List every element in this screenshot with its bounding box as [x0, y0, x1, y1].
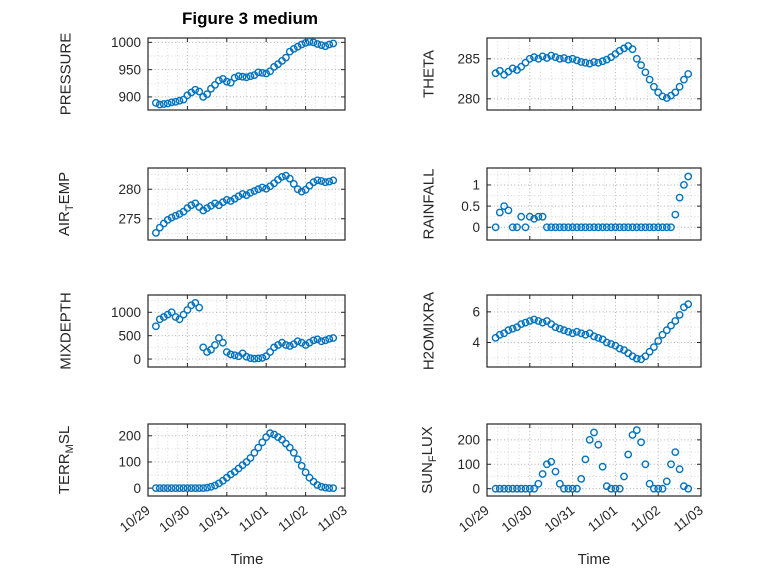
x-tick-label: 10/31 [542, 503, 578, 536]
x-tick-label: 11/01 [236, 503, 271, 535]
x-tick-label: 11/02 [275, 503, 310, 535]
major-grid [148, 168, 345, 240]
y-tick-label: 0.5 [461, 199, 480, 214]
y-tick-label: 500 [118, 328, 141, 343]
y-tick-label: 0 [133, 481, 141, 496]
major-grid [148, 295, 345, 367]
x-tick-label: 11/02 [628, 503, 663, 535]
plot-border [486, 167, 702, 241]
plot-border [486, 294, 702, 368]
data-markers [491, 300, 693, 364]
y-tick-label: 200 [118, 429, 141, 444]
plot-border [486, 37, 702, 111]
major-grid [148, 424, 345, 496]
terr-msl-plot-canvas: 0 100 200 10/29 10/30 10/31 11/01 11/02 11/03 [117, 423, 350, 536]
x-tick-label: 10/30 [499, 503, 535, 536]
data-markers [152, 429, 338, 493]
plot-border [147, 167, 346, 241]
minor-grid [148, 168, 345, 240]
plot-border [147, 294, 346, 368]
data-markers [152, 37, 338, 109]
y-tick-label: 1000 [111, 35, 141, 50]
y-tick-label: 280 [118, 182, 141, 197]
plot-border [486, 423, 702, 497]
y-tick-labels: 0 500 1000 [111, 305, 141, 367]
subplot-sun-flux: SUNFLUX 0 100 200 10/29 10/30 10/31 11/01 11/02… [387, 416, 707, 558]
y-tick-label: 4 [472, 335, 480, 350]
x-tick-label: 11/03 [671, 503, 706, 535]
subplot-air-temp: AIRTEMP 275 280 [48, 160, 351, 248]
y-tick-label: 100 [118, 455, 141, 470]
subplot-rainfall: RAINFALL 0 0.5 1 [387, 160, 707, 248]
figure-title: Figure 3 medium [181, 9, 319, 28]
y-tick-label: 0 [472, 481, 480, 496]
y-tick-labels: 275 280 [118, 182, 141, 227]
h2omixra-plot-canvas: 46 [472, 294, 702, 368]
minor-grid [487, 38, 701, 110]
subplot-theta: THETA 280 285 [387, 30, 707, 118]
minor-grid [487, 424, 701, 496]
subplot-terr-msl: TERRMSL 0 100 200 10/29 10/30 10/31 11/01 11/02… [48, 416, 351, 558]
x-tick-labels: 10/29 10/30 10/31 11/01 11/02 11/03 [456, 503, 706, 536]
y-tick-labels: 0 100 200 [118, 429, 141, 496]
x-tick-label: 11/03 [315, 503, 350, 535]
y-tick-labels: 0 100 200 [457, 433, 480, 497]
data-markers [491, 42, 693, 102]
plot-border [147, 37, 346, 111]
y-tick-label: 280 [457, 92, 480, 107]
minor-grid [487, 295, 701, 367]
data-markers [152, 298, 338, 363]
rainfall-plot-canvas: 00.51 [461, 167, 702, 241]
air-temp-plot-canvas: 275 280 [118, 167, 346, 241]
y-tick-label: 200 [457, 433, 480, 448]
theta-plot-canvas: 280 285 [457, 37, 702, 111]
x-tick-label: 10/29 [117, 503, 153, 536]
sun-flux-plot-canvas: 0 100 200 10/29 10/30 10/31 11/01 11/02 11/03 [456, 423, 706, 536]
y-tick-labels: 280 285 [457, 52, 480, 107]
x-tick-labels: 10/29 10/30 10/31 11/01 11/02 11/03 [117, 503, 350, 536]
subplot-pressure: PRESSURE 900 950 1000 [48, 30, 351, 118]
data-markers [152, 171, 338, 237]
data-markers [491, 426, 693, 493]
x-tick-label: 11/01 [585, 503, 620, 535]
minor-grid [148, 295, 345, 367]
subplot-mixdepth: MIXDEPTH 0 500 1000 [48, 287, 351, 375]
y-tick-label: 1000 [111, 305, 141, 320]
x-tick-label: 10/30 [156, 503, 192, 536]
y-tick-label: 100 [457, 457, 480, 472]
x-tick-label: 10/31 [196, 503, 232, 536]
pressure-plot-canvas: 900 950 1000 [111, 35, 346, 111]
y-tick-label: 6 [472, 305, 480, 320]
plot-border [147, 423, 346, 497]
y-tick-label: 900 [118, 90, 141, 105]
y-tick-label: 0 [133, 352, 141, 367]
y-tick-label: 275 [118, 211, 141, 226]
y-tick-label: 1 [472, 178, 480, 193]
mixdepth-plot-canvas: 0 500 1000 [111, 294, 346, 368]
y-tick-labels: 900 950 1000 [111, 35, 141, 105]
x-axis-label-left: Time [230, 551, 264, 568]
x-axis-label-right: Time [577, 551, 611, 568]
y-tick-label: 285 [457, 52, 480, 67]
y-tick-label: 0 [472, 220, 480, 235]
y-tick-label: 950 [118, 62, 141, 77]
minor-grid [148, 38, 345, 110]
x-tick-label: 10/29 [456, 503, 492, 536]
data-markers [491, 172, 693, 232]
y-tick-labels: 46 [472, 305, 480, 351]
y-tick-labels: 00.51 [461, 178, 480, 235]
